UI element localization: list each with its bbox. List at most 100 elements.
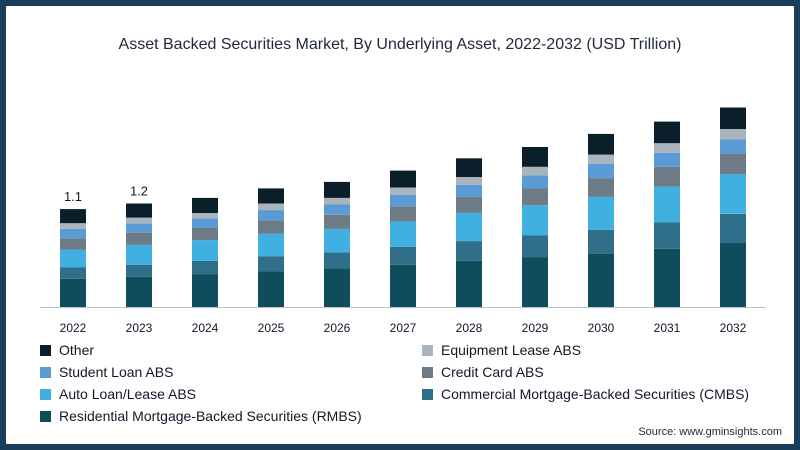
bar-segment-2029-s6 bbox=[522, 147, 548, 167]
legend-label: Commercial Mortgage-Backed Securities (C… bbox=[441, 386, 750, 402]
legend-item-6: Residential Mortgage-Backed Securities (… bbox=[40, 406, 422, 426]
x-tick-label-2024: 2024 bbox=[192, 321, 219, 335]
legend-item-3: Credit Card ABS bbox=[422, 362, 780, 382]
legend-item-0: Other bbox=[40, 340, 422, 360]
legend-label: Auto Loan/Lease ABS bbox=[59, 386, 196, 402]
bar-segment-2027-s5 bbox=[390, 187, 416, 195]
bar-segment-2022-s4 bbox=[60, 228, 86, 239]
chart-title: Asset Backed Securities Market, By Under… bbox=[118, 36, 682, 53]
bar-segment-2031-s1 bbox=[654, 222, 680, 249]
bar-segment-2031-s6 bbox=[654, 121, 680, 144]
legend-label: Residential Mortgage-Backed Securities (… bbox=[59, 408, 362, 424]
bar-segment-2024-s4 bbox=[192, 218, 218, 228]
bar-segment-2025-s3 bbox=[258, 220, 284, 234]
bar-segment-2023-s0 bbox=[126, 276, 152, 307]
bar-segment-2022-s1 bbox=[60, 267, 86, 279]
data-label-2023: 1.2 bbox=[130, 184, 148, 199]
bar-segment-2026-s6 bbox=[324, 181, 350, 198]
bar-segment-2025-s4 bbox=[258, 210, 284, 221]
bar-segment-2026-s0 bbox=[324, 268, 350, 307]
legend-swatch bbox=[40, 344, 51, 356]
bar-segment-2024-s5 bbox=[192, 212, 218, 219]
bar-segment-2023-s4 bbox=[126, 223, 152, 233]
bar-segment-2026-s2 bbox=[324, 228, 350, 253]
bar-segment-2028-s1 bbox=[456, 241, 482, 261]
bar-segment-2027-s0 bbox=[390, 264, 416, 307]
bar-segment-2030-s0 bbox=[588, 253, 614, 307]
bar-segment-2026-s5 bbox=[324, 197, 350, 205]
bar-segment-2030-s4 bbox=[588, 164, 614, 179]
x-tick-label-2029: 2029 bbox=[522, 321, 549, 335]
bar-segment-2023-s5 bbox=[126, 217, 152, 224]
legend-swatch bbox=[40, 366, 51, 378]
bar-segment-2024-s0 bbox=[192, 274, 218, 307]
bar-segment-2029-s4 bbox=[522, 175, 548, 189]
bar-segment-2030-s6 bbox=[588, 133, 614, 155]
bar-segment-2027-s4 bbox=[390, 195, 416, 207]
bar-segment-2032-s4 bbox=[720, 139, 746, 154]
bar-segment-2027-s1 bbox=[390, 246, 416, 265]
bar-segment-2031-s0 bbox=[654, 248, 680, 307]
x-tick-label-2026: 2026 bbox=[324, 321, 351, 335]
stacked-bar-chart: 1.1 2022 1.2 2023 2024 2025 2026 2027 2028 2029 20… bbox=[40, 107, 766, 335]
legend-swatch bbox=[422, 388, 433, 400]
bar-segment-2031-s2 bbox=[654, 186, 680, 223]
bar-segment-2028-s3 bbox=[456, 196, 482, 213]
legend-item-5: Commercial Mortgage-Backed Securities (C… bbox=[422, 384, 780, 404]
chart-frame: Asset Backed Securities Market, By Under… bbox=[4, 4, 796, 446]
x-tick-label-2022: 2022 bbox=[60, 321, 87, 335]
bar-segment-2023-s3 bbox=[126, 232, 152, 245]
bar-segment-2023-s2 bbox=[126, 244, 152, 265]
bar-segment-2032-s1 bbox=[720, 213, 746, 244]
x-tick-label-2023: 2023 bbox=[126, 321, 153, 335]
bar-segment-2025-s5 bbox=[258, 203, 284, 211]
legend-swatch bbox=[40, 410, 51, 422]
bar-segment-2026-s3 bbox=[324, 214, 350, 229]
x-tick-label-2030: 2030 bbox=[588, 321, 615, 335]
bar-segment-2023-s1 bbox=[126, 264, 152, 277]
legend-swatch bbox=[422, 344, 433, 356]
bar-segment-2025-s6 bbox=[258, 188, 284, 204]
bar-segment-2028-s0 bbox=[456, 260, 482, 307]
bar-segment-2032-s0 bbox=[720, 243, 746, 307]
x-tick-label-2027: 2027 bbox=[390, 321, 417, 335]
bar-segment-2031-s4 bbox=[654, 152, 680, 167]
bar-segment-2022-s2 bbox=[60, 249, 86, 268]
bar-segment-2031-s5 bbox=[654, 143, 680, 153]
bar-segment-2032-s3 bbox=[720, 153, 746, 175]
bar-segment-2026-s4 bbox=[324, 204, 350, 215]
bar-segment-2029-s0 bbox=[522, 257, 548, 307]
bar-segment-2025-s2 bbox=[258, 233, 284, 257]
bar-segment-2023-s6 bbox=[126, 203, 152, 218]
bar-segment-2022-s3 bbox=[60, 238, 86, 250]
bar-segment-2030-s3 bbox=[588, 178, 614, 197]
bar-segment-2025-s1 bbox=[258, 256, 284, 272]
bar-segment-2031-s3 bbox=[654, 166, 680, 187]
bar-segment-2028-s2 bbox=[456, 212, 482, 242]
source-note: Source: www.gminsights.com bbox=[638, 426, 782, 438]
bar-segment-2025-s0 bbox=[258, 271, 284, 307]
legend-item-2: Student Loan ABS bbox=[40, 362, 422, 382]
bar-segment-2029-s5 bbox=[522, 166, 548, 176]
bar-segment-2024-s2 bbox=[192, 240, 218, 261]
bar-segment-2029-s2 bbox=[522, 205, 548, 236]
bar-segment-2022-s0 bbox=[60, 278, 86, 307]
bar-segment-2024-s6 bbox=[192, 197, 218, 213]
bar-segment-2028-s5 bbox=[456, 177, 482, 185]
bar-segment-2026-s1 bbox=[324, 252, 350, 269]
bar-segment-2027-s2 bbox=[390, 221, 416, 247]
bar-segment-2022-s6 bbox=[60, 209, 86, 224]
bar-segment-2032-s6 bbox=[720, 107, 746, 130]
data-label-2022: 1.1 bbox=[64, 189, 82, 204]
x-tick-label-2031: 2031 bbox=[654, 321, 681, 335]
bar-segment-2024-s3 bbox=[192, 228, 218, 241]
legend-item-1: Equipment Lease ABS bbox=[422, 340, 780, 360]
bar-segment-2027-s6 bbox=[390, 170, 416, 188]
legend-label: Other bbox=[59, 342, 95, 358]
bar-segment-2022-s5 bbox=[60, 223, 86, 229]
bar-segment-2028-s6 bbox=[456, 158, 482, 178]
bar-segment-2029-s3 bbox=[522, 188, 548, 206]
legend-swatch bbox=[422, 366, 433, 378]
bar-segment-2030-s1 bbox=[588, 229, 614, 254]
legend-item-4: Auto Loan/Lease ABS bbox=[40, 384, 422, 404]
